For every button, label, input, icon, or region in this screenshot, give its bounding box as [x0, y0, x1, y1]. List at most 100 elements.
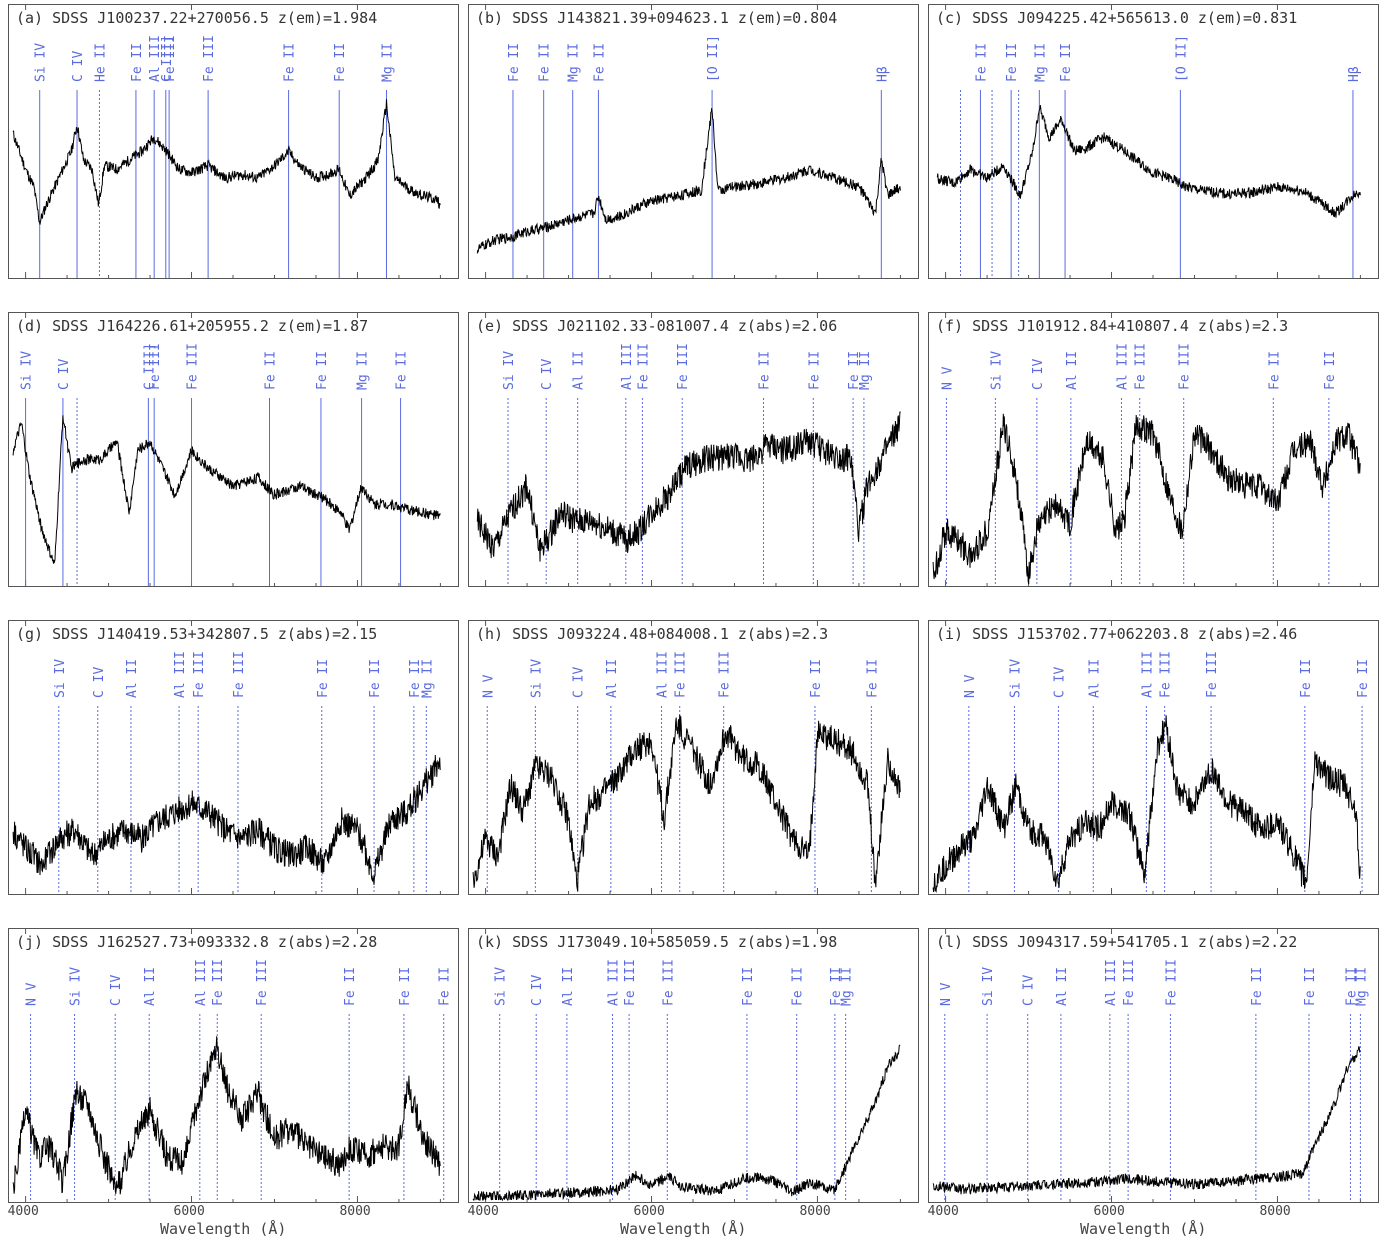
- line-label: Fe II: [741, 967, 756, 1006]
- line-label: Mg II: [567, 43, 582, 82]
- spectrum-line: [476, 411, 901, 562]
- spectrum-line: [12, 99, 441, 225]
- line-label: Fe III: [1122, 959, 1137, 1006]
- line-label: Si IV: [989, 351, 1004, 390]
- line-label: N V: [939, 982, 954, 1006]
- x-tick-label-8000: 8000: [799, 1204, 831, 1219]
- line-label: Al II: [605, 659, 620, 698]
- line-label: Fe III: [1205, 651, 1220, 698]
- line-label: Fe III: [192, 651, 207, 698]
- spectrum-panel-h: (h) SDSS J093224.48+084008.1 z(abs)=2.3 N…: [468, 620, 919, 895]
- panel-title: (k) SDSS J173049.10+585059.5 z(abs)=1.98: [476, 933, 837, 951]
- line-label: Fe II: [283, 43, 298, 82]
- x-tick-label-8000: 8000: [1259, 1204, 1291, 1219]
- x-axis-label: Wavelength (Å): [1080, 1220, 1207, 1238]
- line-label: Al II: [572, 351, 587, 390]
- spectrum-panel-i: (i) SDSS J153702.77+062203.8 z(abs)=2.46…: [928, 620, 1379, 895]
- spectrum-line: [932, 413, 1361, 585]
- panel-frame: [928, 312, 1379, 587]
- line-label: Si IV: [20, 351, 35, 390]
- line-label: Al III: [1104, 959, 1119, 1006]
- line-label: Fe III: [255, 959, 270, 1006]
- spectrum-panel-e: (e) SDSS J021102.33-081007.4 z(abs)=2.06…: [468, 312, 919, 587]
- line-label: He II: [93, 43, 108, 82]
- line-label: Fe II: [809, 659, 824, 698]
- line-label: Fe III: [148, 343, 163, 390]
- line-label: Si IV: [34, 43, 49, 82]
- line-label: Hβ: [875, 66, 890, 82]
- line-label: Fe II: [315, 351, 330, 390]
- line-label: Al II: [143, 967, 158, 1006]
- line-label: Al III: [194, 959, 209, 1006]
- panel-frame: [468, 928, 919, 1203]
- line-label: Fe III: [163, 35, 178, 82]
- line-label: Fe III: [718, 651, 733, 698]
- line-label: C IV: [1031, 359, 1046, 390]
- spectrum-panel-l: (l) SDSS J094317.59+541705.1 z(abs)=2.22…: [928, 928, 1379, 1203]
- spectrum-line: [472, 1044, 901, 1202]
- line-label: Fe II: [130, 43, 145, 82]
- panel-frame: [928, 4, 1379, 279]
- panel-title: (f) SDSS J101912.84+410807.4 z(abs)=2.3: [936, 317, 1288, 335]
- x-tick-label-6000: 6000: [1093, 1204, 1125, 1219]
- x-axis-label: Wavelength (Å): [160, 1220, 287, 1238]
- line-label: Si IV: [981, 967, 996, 1006]
- panel-frame: [468, 312, 919, 587]
- line-label: Mg II: [420, 659, 435, 698]
- spectrum-panel-c: (c) SDSS J094225.42+565613.0 z(em)=0.831…: [928, 4, 1379, 279]
- spectrum-panel-k: (k) SDSS J173049.10+585059.5 z(abs)=1.98…: [468, 928, 919, 1203]
- line-label: Mg II: [1033, 43, 1048, 82]
- panel-frame: [468, 620, 919, 895]
- x-tick-label-4000: 4000: [467, 1204, 499, 1219]
- line-label: N V: [940, 366, 955, 390]
- line-label: Fe II: [1059, 43, 1074, 82]
- line-label: Fe III: [1178, 343, 1193, 390]
- spectrum-line: [12, 415, 441, 564]
- spectrum-line: [476, 108, 901, 254]
- panel-frame: [8, 620, 459, 895]
- line-label: Fe II: [1267, 351, 1282, 390]
- line-label: Fe III: [676, 343, 691, 390]
- line-label: Fe III: [623, 959, 638, 1006]
- line-label: Al II: [1087, 659, 1102, 698]
- line-label: Fe II: [807, 351, 822, 390]
- line-label: Fe III: [202, 35, 217, 82]
- line-label: Fe II: [264, 351, 279, 390]
- line-label: Fe II: [408, 659, 423, 698]
- panel-title: (h) SDSS J093224.48+084008.1 z(abs)=2.3: [476, 625, 828, 643]
- panel-frame: [8, 4, 459, 279]
- spectrum-panel-b: (b) SDSS J143821.39+094623.1 z(em)=0.804…: [468, 4, 919, 279]
- line-label: Fe III: [1134, 343, 1149, 390]
- x-tick-label-6000: 6000: [173, 1204, 205, 1219]
- line-label: Fe II: [758, 351, 773, 390]
- line-label: Fe II: [368, 659, 383, 698]
- line-label: Al III: [148, 35, 163, 82]
- line-label: Fe II: [1344, 967, 1359, 1006]
- panel-frame: [8, 928, 459, 1203]
- line-label: Fe III: [1164, 959, 1179, 1006]
- panel-frame: [468, 4, 919, 279]
- line-label: C IV: [57, 359, 72, 390]
- line-label: Si IV: [502, 351, 517, 390]
- line-label: Al III: [620, 343, 635, 390]
- line-label: Al III: [1115, 343, 1130, 390]
- line-label: Fe II: [507, 43, 522, 82]
- x-tick-label-4000: 4000: [7, 1204, 39, 1219]
- line-label: Al III: [607, 959, 622, 1006]
- line-label: Mg II: [356, 351, 371, 390]
- line-label: N V: [25, 982, 40, 1006]
- line-label: Fe II: [847, 351, 862, 390]
- line-label: Si IV: [53, 659, 68, 698]
- line-label: Fe II: [974, 43, 989, 82]
- panel-title: (i) SDSS J153702.77+062203.8 z(abs)=2.46: [936, 625, 1297, 643]
- line-label: Mg II: [858, 351, 873, 390]
- line-label: Al II: [1065, 351, 1080, 390]
- line-label: Fe III: [1159, 651, 1174, 698]
- line-label: Al II: [1055, 967, 1070, 1006]
- spectrum-line: [472, 714, 901, 892]
- line-label: Hβ: [1347, 66, 1362, 82]
- line-label: Fe II: [865, 659, 880, 698]
- panel-title: (e) SDSS J021102.33-081007.4 z(abs)=2.06: [476, 317, 837, 335]
- line-label: Fe III: [186, 343, 201, 390]
